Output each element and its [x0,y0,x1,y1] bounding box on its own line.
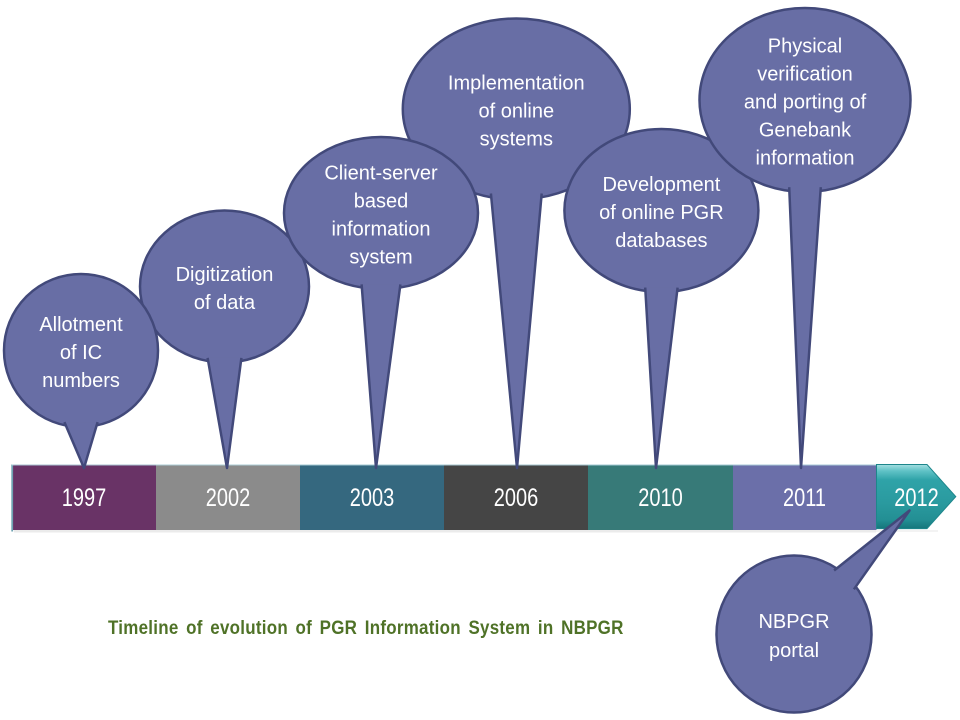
svg-text:1997: 1997 [62,484,106,512]
svg-text:2002: 2002 [206,484,250,512]
svg-text:2011: 2011 [783,484,826,512]
svg-text:2003: 2003 [350,484,394,512]
svg-text:Timeline of evolution of PGR I: Timeline of evolution of PGR Information… [108,616,624,638]
svg-text:2010: 2010 [638,484,682,512]
svg-text:2006: 2006 [494,484,538,512]
svg-text:2012: 2012 [894,484,938,512]
